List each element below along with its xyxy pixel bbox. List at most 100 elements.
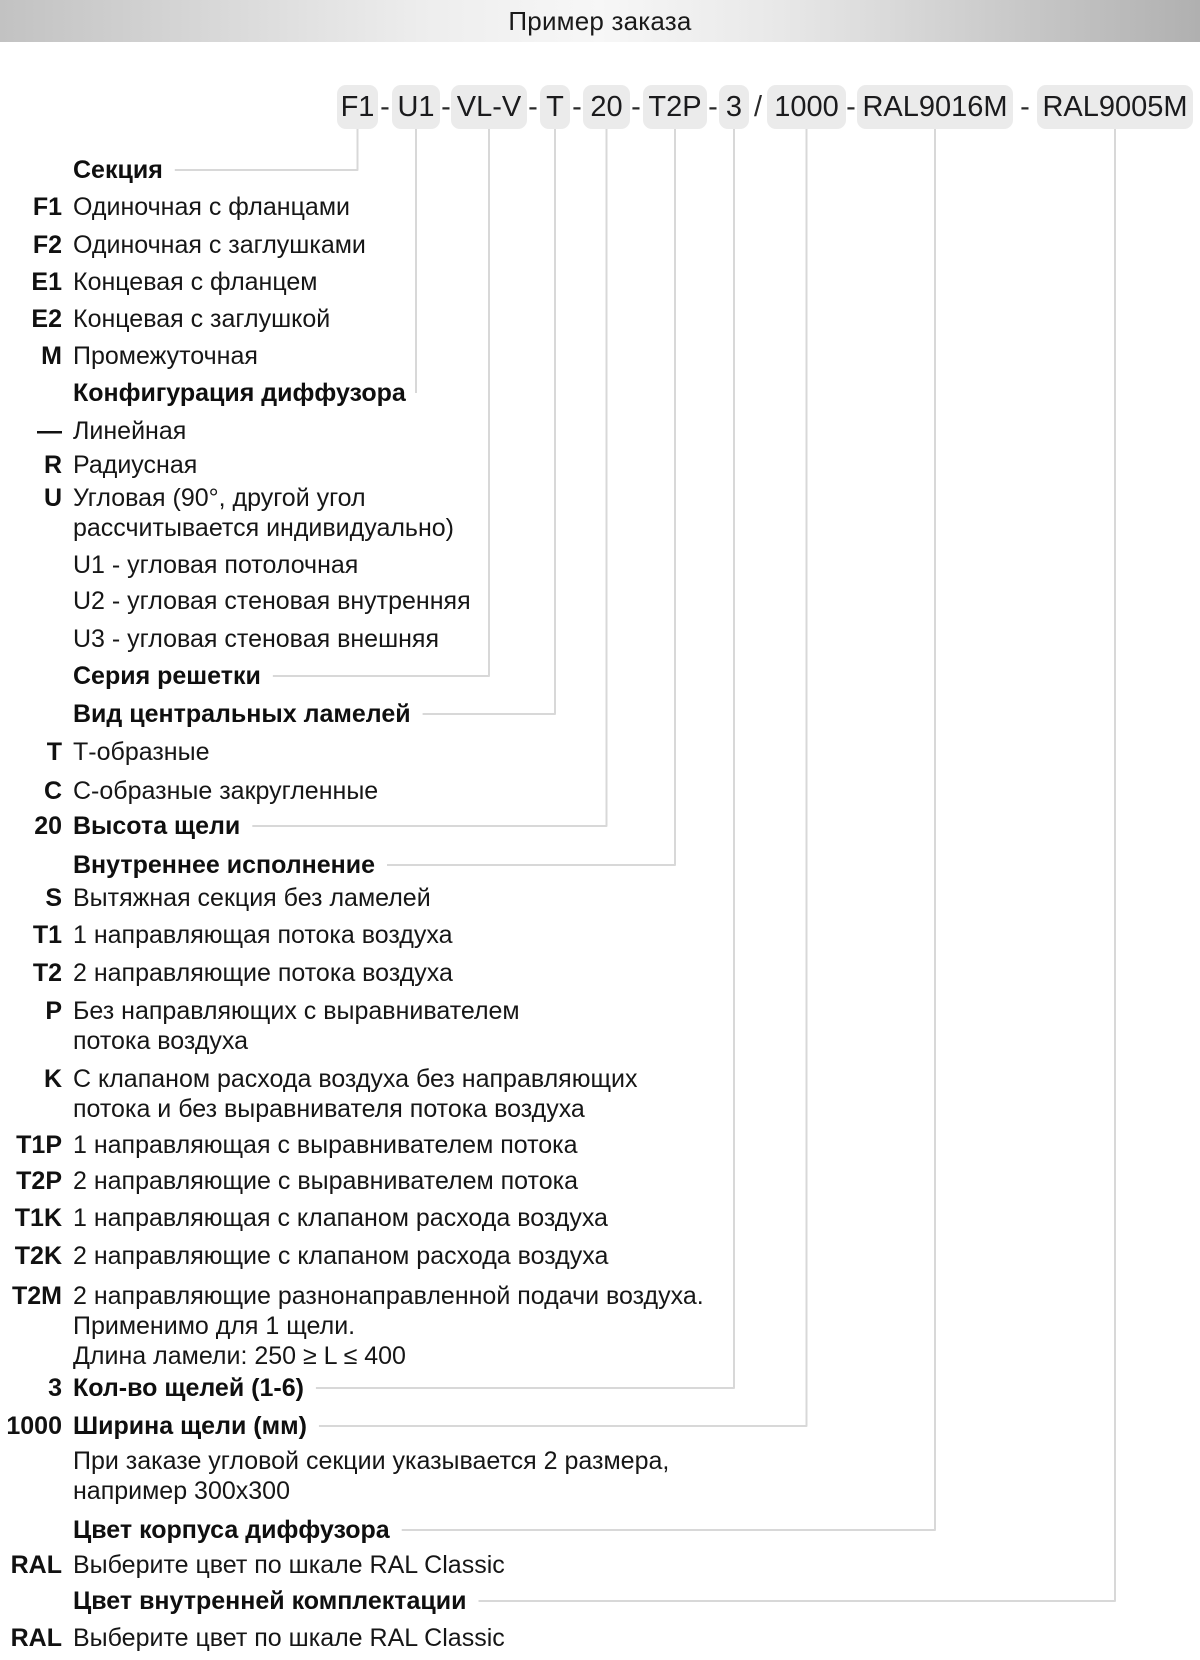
legend-row: T2 2 направляющие потока воздуха	[0, 958, 453, 988]
legend-row: E1 Концевая с фланцем	[0, 267, 317, 297]
legend-desc: 2 направляющие с выравнивателем потока	[73, 1167, 579, 1195]
legend-key: F2	[32, 231, 62, 259]
legend-row: T1P 1 направляющая с выравнивателем поток…	[0, 1130, 578, 1160]
legend-desc: 1 направляющая с клапаном расхода воздух…	[73, 1204, 608, 1232]
code-segment: F1	[337, 85, 378, 129]
code-separator: -	[631, 91, 641, 123]
legend-key: U	[43, 484, 62, 512]
legend-heading-section: Секция	[0, 155, 163, 185]
legend-desc: 2 направляющие потока воздуха	[73, 959, 453, 987]
legend-desc: U2 - угловая стеновая внутренняя	[73, 587, 471, 615]
legend-key: E1	[31, 268, 62, 296]
legend-heading-text: Серия решетки	[73, 662, 261, 690]
code-segment: 3	[719, 85, 749, 129]
legend-heading-text: Конфигурация диффузора	[73, 379, 406, 407]
legend-row: T2P 2 направляющие с выравнивателем поток…	[0, 1166, 578, 1196]
legend-key: T2M	[12, 1282, 62, 1310]
legend-key: P	[45, 997, 62, 1025]
legend-subrow: U3 - угловая стеновая внешняя	[0, 624, 439, 654]
legend-heading-grille-series: Серия решетки	[0, 661, 261, 691]
legend-desc: U1 - угловая потолочная	[73, 551, 359, 579]
legend-row: P Без направляющих с выравнивателем поток…	[0, 996, 520, 1056]
code-separator: -	[1020, 91, 1030, 123]
legend-desc: С-образные закругленные	[73, 777, 379, 805]
code-segment: T	[540, 85, 570, 129]
legend-heading-inner-color: Цвет внутренней комплектации	[0, 1586, 467, 1616]
legend-heading-text: Цвет корпуса диффузора	[73, 1516, 390, 1544]
code-segment: RAL9016M	[857, 85, 1013, 129]
legend-desc: 2 направляющие разнонаправленной подачи …	[73, 1282, 704, 1370]
legend-desc: Одиночная с заглушками	[73, 231, 366, 259]
legend-row: F2 Одиночная с заглушками	[0, 230, 366, 260]
code-separator: -	[572, 91, 582, 123]
legend-key: T2K	[14, 1242, 62, 1270]
code-separator: -	[380, 91, 390, 123]
legend-subrow: U1 - угловая потолочная	[0, 550, 358, 580]
legend-key: T2	[32, 959, 62, 987]
legend-row: T1 1 направляющая потока воздуха	[0, 920, 453, 950]
legend-desc: 1 направляющая с выравнивателем потока	[73, 1131, 578, 1159]
legend-desc: Линейная	[73, 417, 187, 445]
connector-path	[422, 129, 556, 715]
legend-heading-slot-count: 3 Кол-во щелей (1-6)	[0, 1373, 304, 1403]
legend-key: RAL	[10, 1624, 62, 1652]
legend-row: U Угловая (90°, другой угол рассчитываетс…	[0, 483, 454, 543]
legend-key: R	[43, 451, 62, 479]
legend-note: При заказе угловой секции указывается 2 …	[0, 1446, 669, 1506]
legend-desc: U3 - угловая стеновая внешняя	[73, 625, 440, 653]
connector-path	[478, 129, 1116, 1602]
legend-desc: Без направляющих с выравнивателем потока…	[73, 997, 520, 1055]
code-segment: 1000	[767, 85, 846, 129]
legend-heading-text: Секция	[73, 156, 163, 184]
legend-heading-text: Ширина щели (мм)	[73, 1412, 307, 1440]
legend-heading-inner-design: Внутреннее исполнение	[0, 850, 375, 880]
legend-row: RAL Выберите цвет по шкале RAL Classic	[0, 1550, 505, 1580]
legend-key: C	[43, 777, 62, 805]
legend-desc: 1 направляющая потока воздуха	[73, 921, 453, 949]
code-segment: 20	[583, 85, 630, 129]
legend-key: T2P	[16, 1167, 62, 1195]
legend-desc: Выберите цвет по шкале RAL Classic	[73, 1624, 505, 1652]
legend-row: S Вытяжная секция без ламелей	[0, 883, 431, 913]
legend-desc: Промежуточная	[73, 342, 258, 370]
legend-desc: Угловая (90°, другой угол рассчитывается…	[73, 484, 454, 542]
legend-key: K	[43, 1065, 62, 1093]
legend-desc: Одиночная с фланцами	[73, 193, 350, 221]
legend-heading-text: Кол-во щелей (1-6)	[73, 1374, 304, 1402]
legend-desc: Концевая с заглушкой	[73, 305, 331, 333]
page-header: Пример заказа	[0, 0, 1200, 42]
legend-key: RAL	[10, 1551, 62, 1579]
legend-key: M	[41, 342, 62, 370]
legend-key: 1000	[6, 1412, 62, 1440]
legend-heading-text: Высота щели	[73, 812, 241, 840]
legend-key: T1K	[14, 1204, 62, 1232]
legend-row: T2K 2 направляющие с клапаном расхода воз…	[0, 1241, 609, 1271]
legend-key: S	[45, 884, 62, 912]
code-segment: T2P	[643, 85, 707, 129]
code-separator: -	[528, 91, 538, 123]
legend-heading-body-color: Цвет корпуса диффузора	[0, 1515, 390, 1545]
legend-key: T1	[32, 921, 62, 949]
legend-heading-text: Внутреннее исполнение	[73, 851, 376, 879]
legend-row: R Радиусная	[0, 450, 197, 480]
legend-desc: Радиусная	[73, 451, 198, 479]
legend-row: C С-образные закругленные	[0, 776, 378, 806]
legend-desc: Т-образные	[73, 738, 210, 766]
page-title: Пример заказа	[508, 5, 692, 36]
legend-desc: 2 направляющие с клапаном расхода воздух…	[73, 1242, 609, 1270]
code-separator: -	[708, 91, 718, 123]
legend-key: —	[37, 417, 62, 445]
legend-desc: При заказе угловой секции указывается 2 …	[73, 1447, 670, 1505]
code-segment: U1	[392, 85, 440, 129]
legend-key: E2	[31, 305, 62, 333]
legend-key: T	[46, 738, 62, 766]
legend-heading-text: Вид центральных ламелей	[73, 700, 411, 728]
legend-desc: Выберите цвет по шкале RAL Classic	[73, 1551, 505, 1579]
connector-path	[315, 129, 735, 1389]
code-separator: /	[753, 91, 763, 123]
legend-heading-slot-width: 1000 Ширина щели (мм)	[0, 1411, 307, 1441]
legend-desc: Вытяжная секция без ламелей	[73, 884, 431, 912]
connector-path	[174, 129, 359, 171]
legend-desc: С клапаном расхода воздуха без направляю…	[73, 1065, 638, 1123]
